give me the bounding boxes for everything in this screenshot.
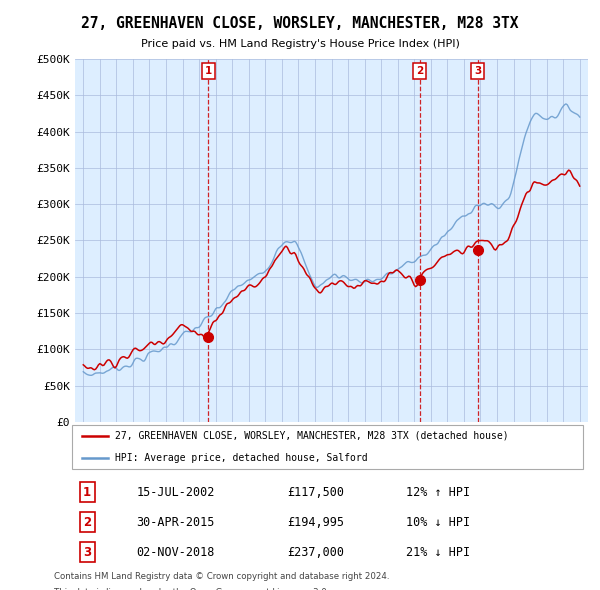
- Text: HPI: Average price, detached house, Salford: HPI: Average price, detached house, Salf…: [115, 453, 367, 463]
- Text: 15-JUL-2002: 15-JUL-2002: [136, 486, 215, 499]
- Text: 27, GREENHAVEN CLOSE, WORSLEY, MANCHESTER, M28 3TX (detached house): 27, GREENHAVEN CLOSE, WORSLEY, MANCHESTE…: [115, 431, 508, 441]
- Text: £117,500: £117,500: [287, 486, 344, 499]
- Text: 30-APR-2015: 30-APR-2015: [136, 516, 215, 529]
- Text: Contains HM Land Registry data © Crown copyright and database right 2024.: Contains HM Land Registry data © Crown c…: [54, 572, 389, 581]
- Text: 2: 2: [83, 516, 91, 529]
- Text: This data is licensed under the Open Government Licence v3.0.: This data is licensed under the Open Gov…: [54, 588, 329, 590]
- Text: 1: 1: [83, 486, 91, 499]
- Text: 2: 2: [416, 66, 424, 76]
- Text: 3: 3: [83, 546, 91, 559]
- Text: 3: 3: [474, 66, 481, 76]
- Text: £194,995: £194,995: [287, 516, 344, 529]
- Text: 21% ↓ HPI: 21% ↓ HPI: [406, 546, 470, 559]
- Text: 10% ↓ HPI: 10% ↓ HPI: [406, 516, 470, 529]
- Text: 02-NOV-2018: 02-NOV-2018: [136, 546, 215, 559]
- FancyBboxPatch shape: [71, 425, 583, 469]
- Text: £237,000: £237,000: [287, 546, 344, 559]
- Text: 12% ↑ HPI: 12% ↑ HPI: [406, 486, 470, 499]
- Text: Price paid vs. HM Land Registry's House Price Index (HPI): Price paid vs. HM Land Registry's House …: [140, 40, 460, 49]
- Text: 1: 1: [205, 66, 212, 76]
- Text: 27, GREENHAVEN CLOSE, WORSLEY, MANCHESTER, M28 3TX: 27, GREENHAVEN CLOSE, WORSLEY, MANCHESTE…: [81, 16, 519, 31]
